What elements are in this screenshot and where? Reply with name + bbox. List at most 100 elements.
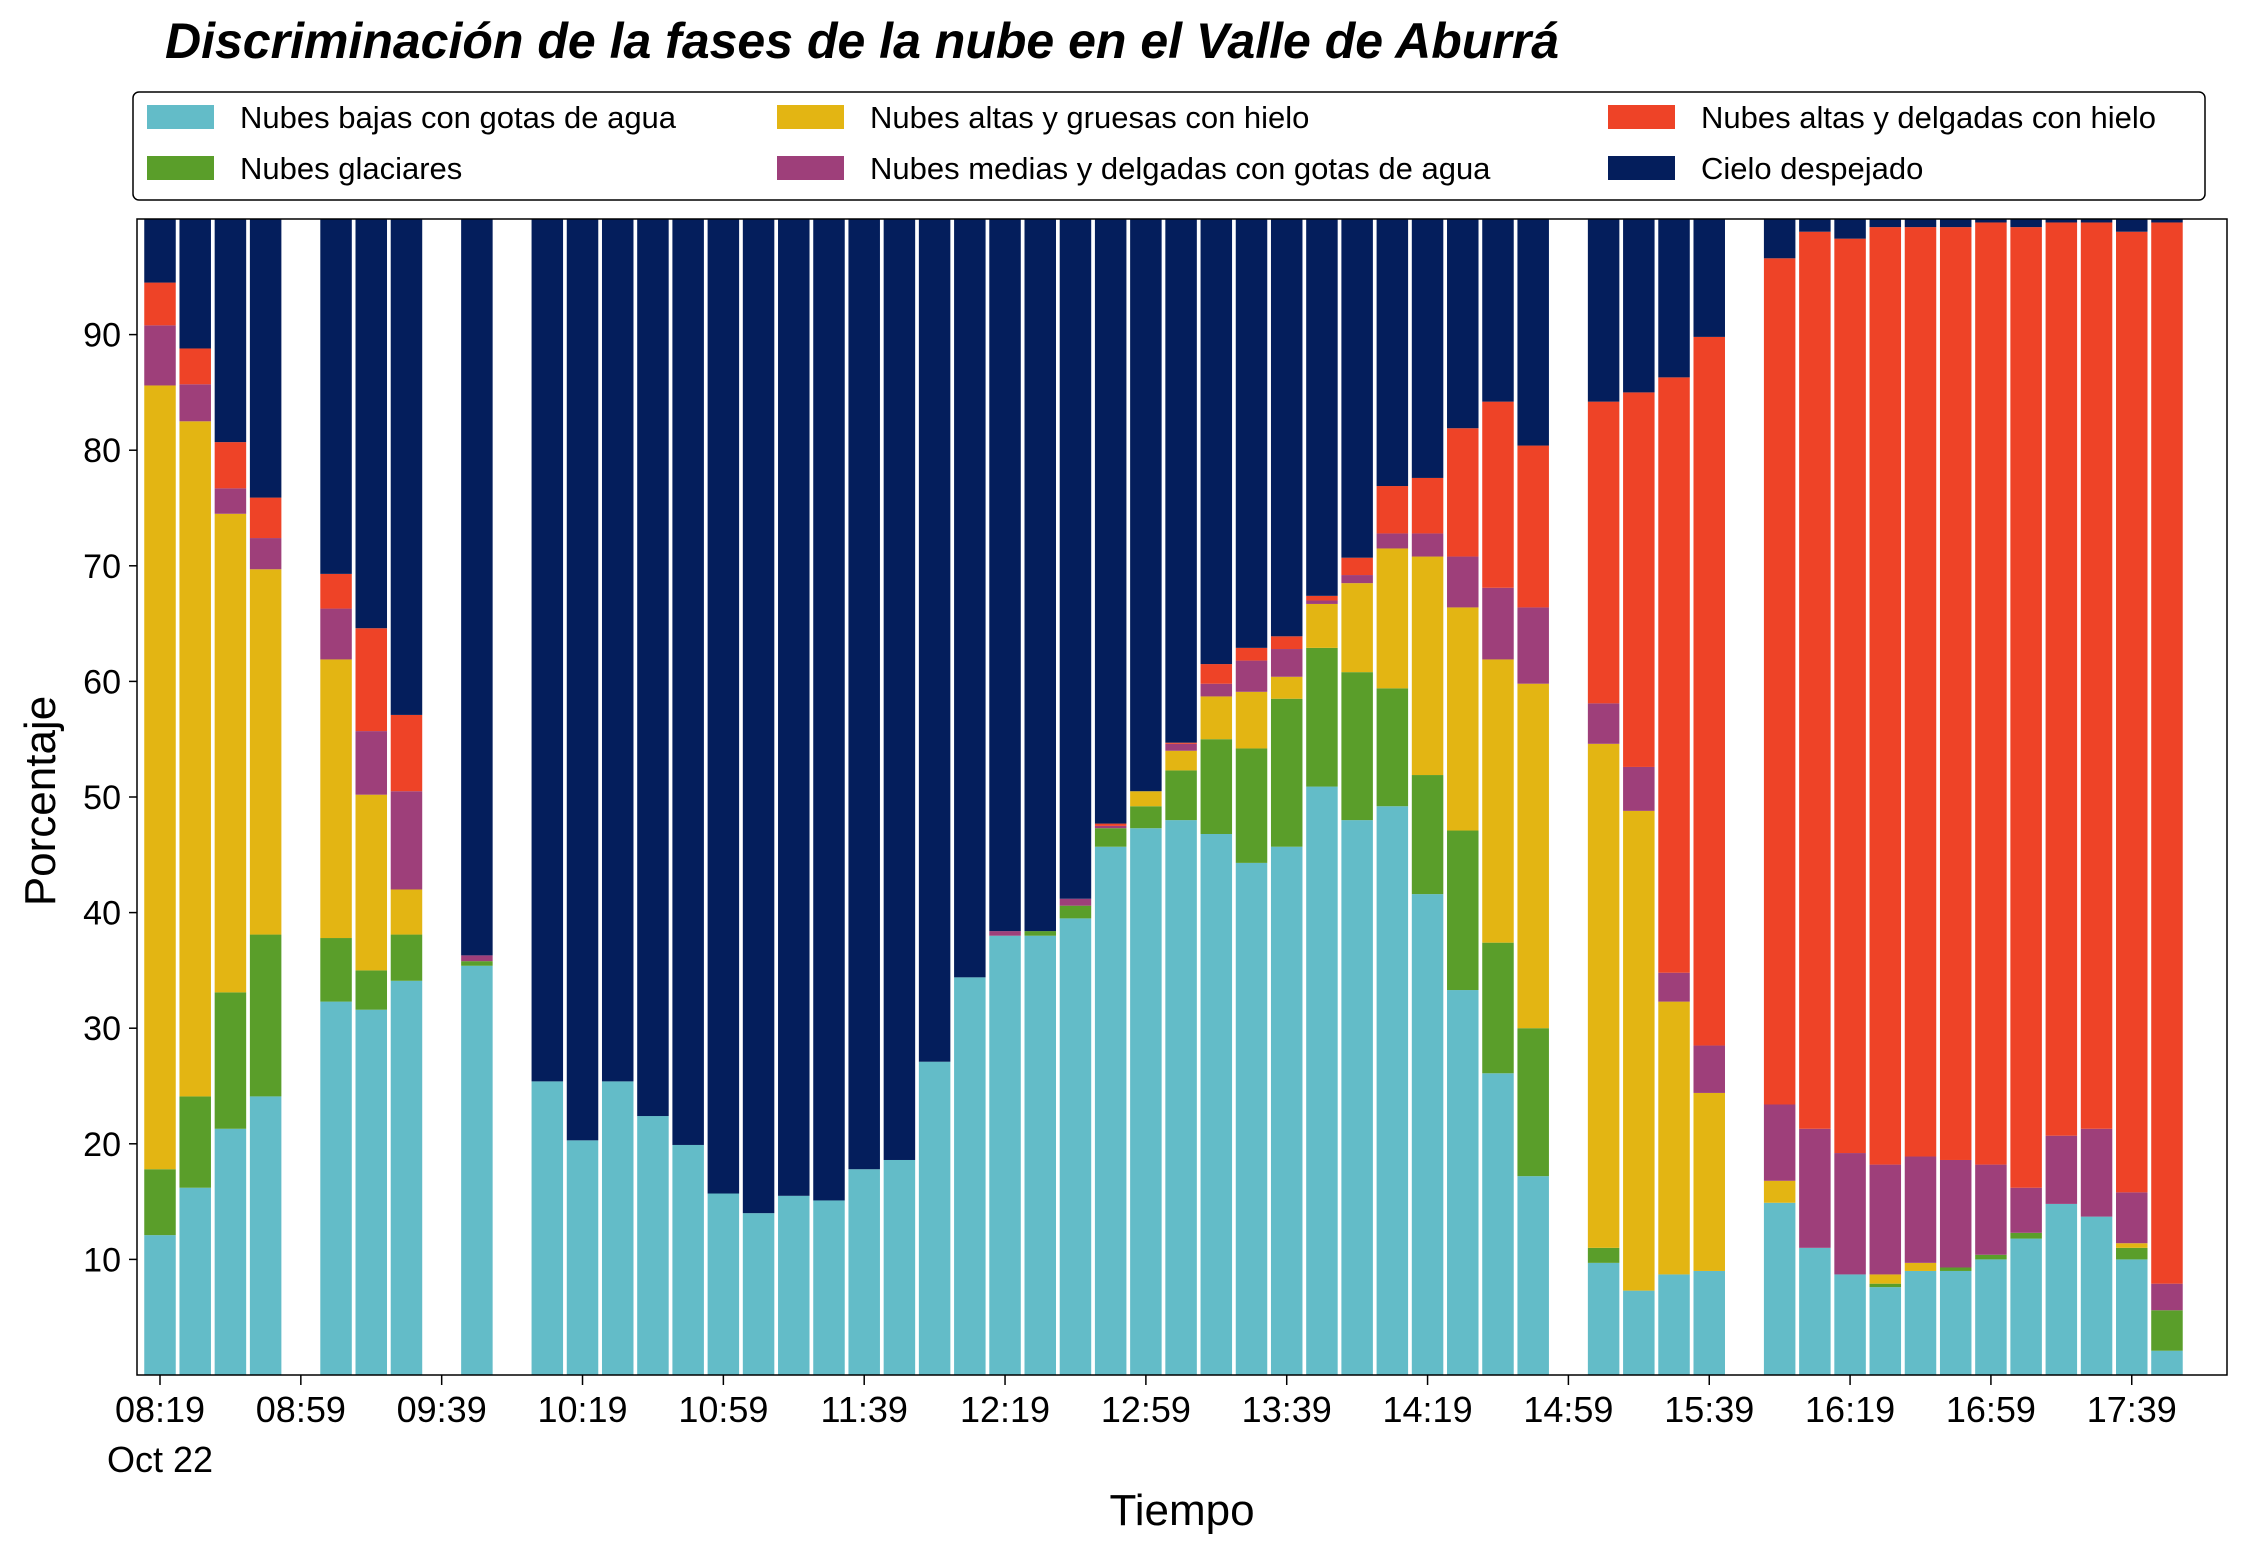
bar-segment [1693, 336, 1725, 1046]
bar-segment [1587, 703, 1620, 744]
bar-segment [2116, 219, 2148, 232]
bar-segment [390, 714, 423, 792]
legend-swatch [777, 156, 844, 180]
bar-segment [1587, 743, 1620, 1248]
x-date-label: Oct 22 [107, 1439, 213, 1480]
bar-segment [461, 219, 493, 956]
bar-segment [1200, 696, 1233, 740]
y-tick-label: 20 [83, 1126, 121, 1164]
x-tick-label: 10:19 [537, 1389, 627, 1430]
bar-segment [1235, 660, 1268, 692]
chart-title: Discriminación de la fases de la nube en… [165, 13, 1559, 69]
bar-segment [1200, 833, 1233, 1375]
bar-segment [390, 934, 423, 981]
bar-segment [1869, 1283, 1902, 1288]
x-tick-label: 12:19 [960, 1389, 1050, 1430]
bar-segment [2151, 1283, 2183, 1311]
bar-segment [848, 219, 880, 1170]
bar-segment [2045, 219, 2078, 223]
y-tick-label: 80 [83, 432, 121, 470]
x-tick-label: 10:59 [678, 1389, 768, 1430]
bar-segment [214, 992, 247, 1129]
bar-segment [1094, 828, 1127, 847]
bar-segment [1623, 219, 1655, 393]
x-tick-label: 16:59 [1946, 1389, 2036, 1430]
bar-segment [1693, 1270, 1725, 1375]
bar-segment [2045, 1203, 2078, 1375]
bar-segment [1623, 1290, 1655, 1375]
bar-segment [1270, 846, 1303, 1375]
bar-segment [1376, 533, 1409, 549]
x-tick-label: 15:39 [1664, 1389, 1754, 1430]
bar-segment [813, 1200, 845, 1375]
bar-segment [1270, 649, 1303, 677]
bar-segment [1165, 219, 1197, 743]
bar-segment [1904, 219, 1937, 228]
bar-segment [1482, 401, 1514, 588]
bar-segment [179, 1187, 211, 1375]
bar-segment [1517, 1028, 1549, 1177]
bar-segment [1235, 219, 1268, 648]
bar-segment [1411, 219, 1444, 478]
bar-segment [144, 282, 176, 326]
bar-segment [1094, 846, 1127, 1375]
bar-segment [637, 219, 669, 1117]
bar-segment [989, 935, 1021, 1375]
bar-segment [1763, 1104, 1796, 1181]
bar-segment [1024, 935, 1056, 1375]
legend-label: Nubes altas y delgadas con hielo [1701, 100, 2156, 135]
bar-segment [1482, 587, 1514, 660]
bar-segment [144, 385, 176, 1170]
bar-segment [1482, 659, 1514, 943]
y-tick-label: 90 [83, 317, 121, 355]
bar-segment [1341, 575, 1373, 584]
bar-segment [1447, 990, 1479, 1375]
bar-segment [918, 1061, 951, 1375]
x-tick-label: 11:39 [820, 1389, 907, 1430]
y-tick-label: 30 [83, 1010, 121, 1048]
bar-segment [2010, 227, 2042, 1188]
bar-segment [1130, 828, 1162, 1375]
legend-label: Nubes bajas con gotas de agua [240, 100, 677, 135]
x-axis-label: Tiempo [1109, 1486, 1254, 1535]
bar-segment [672, 219, 704, 1145]
bar-segment [1587, 401, 1620, 704]
bar-segment [1341, 820, 1373, 1375]
legend-label: Nubes glaciares [240, 151, 462, 186]
bar-segment [813, 219, 845, 1201]
legend-label: Nubes altas y gruesas con hielo [870, 100, 1309, 135]
plot-frame [136, 218, 2228, 1376]
bar-segment [1763, 219, 1796, 259]
bar-segment [320, 938, 352, 1002]
bar-segment [1658, 377, 1690, 973]
bar-segment [355, 1009, 388, 1375]
bar-segment [214, 1128, 247, 1375]
bar-segment [1059, 905, 1092, 919]
bar-segment [1341, 672, 1373, 821]
bar-segment [355, 794, 388, 971]
bar-segment [1200, 664, 1233, 684]
bar-segment [1235, 691, 1268, 749]
bar-segment [320, 219, 352, 574]
bar-segment [1763, 1180, 1796, 1203]
bar-segment [1341, 219, 1373, 558]
bar-segment [355, 731, 388, 795]
bar-segment [1693, 1092, 1725, 1271]
y-tick-label: 70 [83, 548, 121, 586]
bar-segment [778, 1195, 810, 1375]
bar-segment [390, 889, 423, 935]
bar-segment [989, 219, 1021, 932]
bar-segment [1024, 219, 1056, 932]
bar-segment [1130, 806, 1162, 829]
bar-segment [390, 980, 423, 1375]
bar-segment [1904, 227, 1937, 1157]
bar-segment [1834, 238, 1866, 1154]
bar-segment [2151, 1350, 2183, 1375]
bar-segment [1411, 533, 1444, 557]
x-tick-label: 08:59 [256, 1389, 346, 1430]
bar-segment [1165, 750, 1197, 771]
bar-segment [1447, 219, 1479, 429]
bar-segment [1376, 688, 1409, 807]
y-tick-label: 40 [83, 895, 121, 933]
